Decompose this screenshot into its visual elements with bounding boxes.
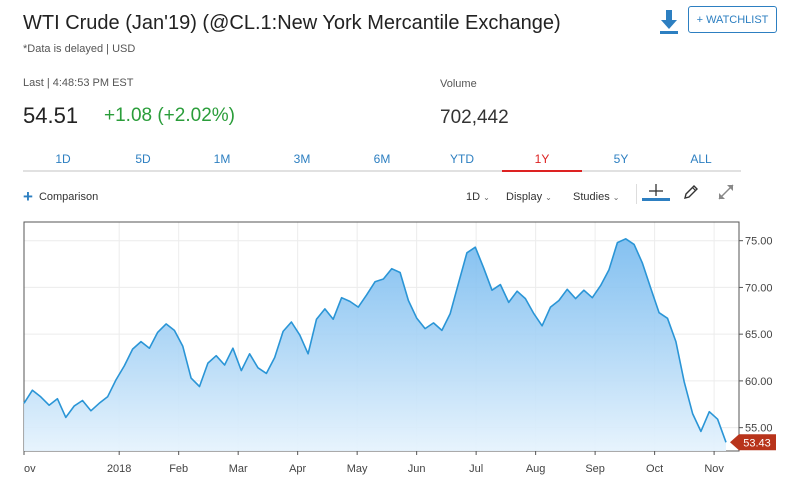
expand-icon: [718, 184, 734, 200]
toolbar-divider: [636, 184, 637, 204]
x-tick-label: Jun: [408, 463, 426, 475]
interval-label: 1D: [466, 191, 481, 203]
chevron-down-icon: ⌄: [545, 193, 552, 202]
volume-value: 702,442: [440, 107, 509, 128]
pencil-icon: [684, 185, 698, 199]
display-dropdown[interactable]: Display ⌄: [506, 191, 552, 203]
x-tick-label: Oct: [646, 463, 663, 475]
tab-all[interactable]: ALL: [690, 152, 712, 166]
y-tick-label: 70.00: [745, 282, 773, 294]
price-line: [23, 238, 727, 443]
last-value-badge: 53.43: [730, 434, 776, 451]
comparison-label: Comparison: [38, 191, 99, 203]
x-tick-label: Mar: [229, 463, 248, 475]
tab-3m[interactable]: 3M: [293, 152, 311, 166]
plus-icon: +: [23, 187, 33, 206]
volume-label: Volume: [440, 78, 477, 90]
studies-dropdown[interactable]: Studies ⌄: [573, 191, 619, 203]
tab-1y[interactable]: 1Y: [502, 149, 582, 172]
price-chart[interactable]: 75.00 70.00 65.00 60.00 55.00 ov 2018 Feb Mar Ap…: [0, 215, 795, 484]
x-tick-label: Apr: [289, 463, 306, 475]
x-tick-label: Sep: [585, 463, 605, 475]
chevron-down-icon: ⌄: [483, 193, 490, 202]
y-axis: 75.00 70.00 65.00 60.00 55.00: [739, 236, 773, 435]
last-trade-time: Last | 4:48:53 PM EST: [23, 77, 134, 89]
x-tick-label: 2018: [107, 463, 131, 475]
fullscreen-button[interactable]: [717, 183, 735, 201]
range-tabs: 1D 5D 1M 3M 6M YTD 1Y 5Y ALL: [23, 149, 741, 172]
x-tick-label: Feb: [169, 463, 188, 475]
data-delay-note: *Data is delayed | USD: [23, 43, 136, 55]
tab-5d[interactable]: 5D: [135, 152, 151, 166]
x-tick-label: Aug: [526, 463, 546, 475]
x-tick-label: May: [347, 463, 368, 475]
crosshair-icon: [642, 184, 670, 201]
y-tick-label: 75.00: [745, 236, 773, 248]
y-tick-label: 65.00: [745, 329, 773, 341]
display-label: Display: [506, 191, 543, 203]
comparison-button[interactable]: + Comparison: [23, 187, 99, 206]
x-tick-label: Nov: [704, 463, 724, 475]
x-tick-label: ov: [24, 463, 36, 475]
tab-ytd[interactable]: YTD: [450, 152, 474, 166]
download-button[interactable]: [657, 7, 681, 35]
chevron-down-icon: ⌄: [612, 193, 620, 202]
last-value-label: 53.43: [743, 437, 771, 449]
tab-6m[interactable]: 6M: [373, 152, 391, 166]
tab-1d[interactable]: 1D: [55, 152, 71, 166]
tab-1m[interactable]: 1M: [213, 152, 231, 166]
x-tick-label: Jul: [469, 463, 483, 475]
last-price: 54.51: [23, 103, 79, 128]
studies-label: Studies: [573, 191, 610, 203]
download-icon: [660, 10, 678, 34]
x-axis: ov 2018 Feb Mar Apr May Jun Jul Aug Sep Oct Nov: [23, 451, 724, 475]
tab-5y[interactable]: 5Y: [613, 152, 629, 166]
crosshair-button[interactable]: [641, 183, 671, 201]
interval-dropdown[interactable]: 1D ⌄: [466, 191, 490, 203]
price-change: +1.08 (+2.02%): [104, 105, 235, 126]
y-tick-label: 60.00: [745, 376, 773, 388]
draw-tool-button[interactable]: [682, 183, 700, 201]
y-tick-label: 55.00: [745, 423, 773, 435]
add-to-watchlist-button[interactable]: + WATCHLIST: [688, 6, 777, 33]
page-title: WTI Crude (Jan'19) (@CL.1:New York Merca…: [23, 12, 561, 34]
price-area: [24, 238, 726, 451]
